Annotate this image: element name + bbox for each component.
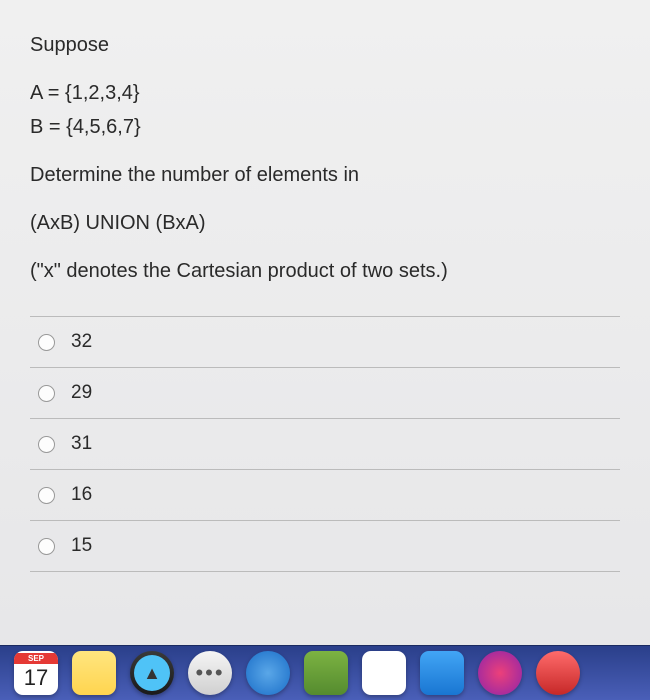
set-definitions: A = {1,2,3,4} B = {4,5,6,7} [30, 78, 620, 142]
radio-icon[interactable] [38, 334, 55, 351]
radio-icon[interactable] [38, 385, 55, 402]
radio-icon[interactable] [38, 538, 55, 555]
set-b: B = {4,5,6,7} [30, 112, 620, 142]
answer-options: 32 29 31 16 15 [30, 316, 620, 572]
calendar-day: 17 [24, 664, 48, 693]
option-label: 29 [71, 382, 92, 404]
radio-icon[interactable] [38, 487, 55, 504]
question-expression: (AxB) UNION (BxA) [30, 208, 620, 238]
question-prompt: Determine the number of elements in [30, 160, 620, 190]
quiz-screen: Suppose A = {1,2,3,4} B = {4,5,6,7} Dete… [0, 0, 650, 700]
preview-icon[interactable]: ▲ [130, 651, 174, 695]
option-row[interactable]: 31 [30, 419, 620, 470]
macos-dock: SEP 17 ▲ ••• [0, 645, 650, 700]
option-row[interactable]: 29 [30, 368, 620, 419]
set-a: A = {1,2,3,4} [30, 78, 620, 108]
question-note: ("x" denotes the Cartesian product of tw… [30, 256, 620, 286]
calendar-month: SEP [14, 653, 58, 664]
question-content: Suppose A = {1,2,3,4} B = {4,5,6,7} Dete… [0, 30, 650, 572]
option-label: 15 [71, 535, 92, 557]
question-intro: Suppose [30, 30, 620, 60]
option-label: 16 [71, 484, 92, 506]
music-icon[interactable] [536, 651, 580, 695]
option-label: 31 [71, 433, 92, 455]
safari-icon[interactable] [246, 651, 290, 695]
option-row[interactable]: 16 [30, 470, 620, 521]
option-row[interactable]: 15 [30, 521, 620, 572]
photos-icon[interactable] [362, 651, 406, 695]
radio-icon[interactable] [38, 436, 55, 453]
more-icon[interactable]: ••• [188, 651, 232, 695]
appstore-icon[interactable] [420, 651, 464, 695]
option-row[interactable]: 32 [30, 317, 620, 368]
itunes-icon[interactable] [478, 651, 522, 695]
notes-icon[interactable] [72, 651, 116, 695]
facetime-icon[interactable] [304, 651, 348, 695]
option-label: 32 [71, 331, 92, 353]
calendar-icon[interactable]: SEP 17 [14, 651, 58, 695]
